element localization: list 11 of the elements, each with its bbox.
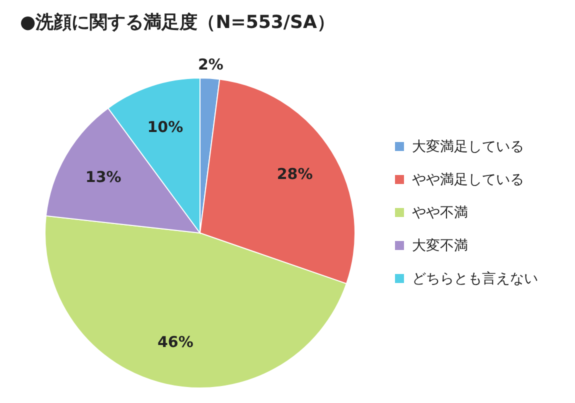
legend-label: どちらとも言えない <box>412 270 538 288</box>
chart-title: ●洗顔に関する満足度（N=553/SA） <box>20 11 335 34</box>
legend-label: 大変満足している <box>412 138 524 156</box>
data-label: 10% <box>147 118 184 136</box>
legend-label: やや満足している <box>412 170 524 188</box>
data-label: 2% <box>198 55 224 74</box>
legend-label: 大変不満 <box>412 236 468 254</box>
data-label: 46% <box>157 332 194 351</box>
data-label: 28% <box>276 165 313 184</box>
data-label: 13% <box>85 168 122 186</box>
legend-label: やや不満 <box>412 204 468 222</box>
